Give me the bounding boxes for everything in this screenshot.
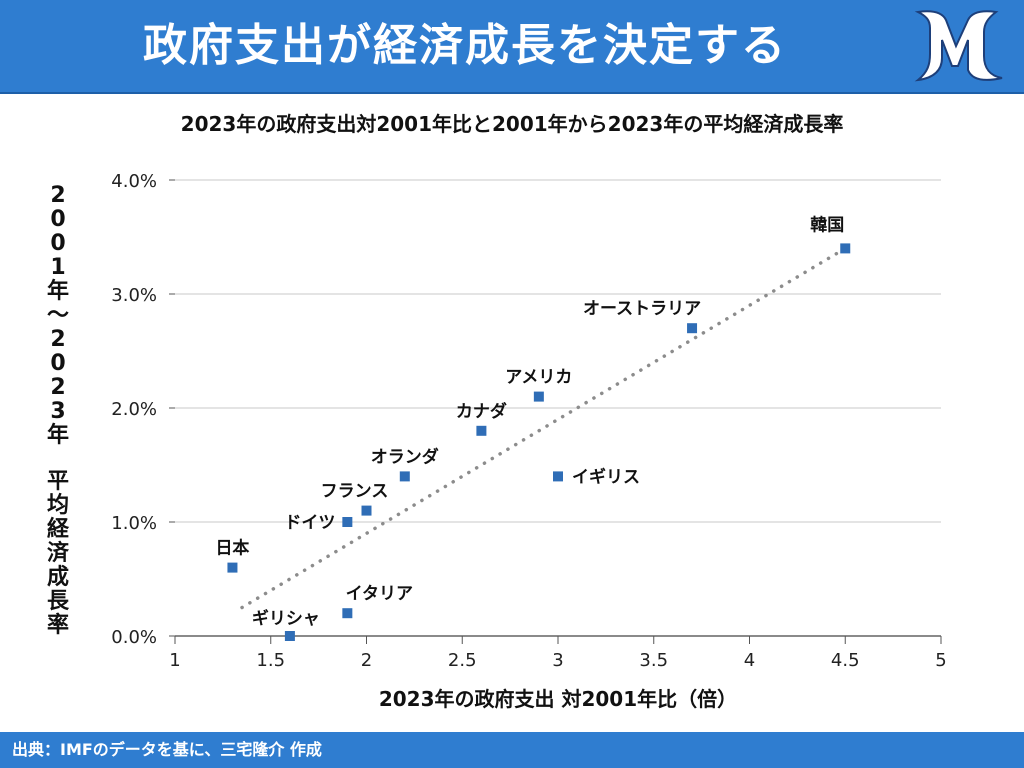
point-label: ギリシャ bbox=[252, 609, 320, 629]
point-label: ドイツ bbox=[284, 513, 335, 533]
trendline-dotted bbox=[240, 246, 847, 610]
chart-axes: 0.0% 1.0% 2.0% 3.0% 4.0% 1 1.5 2 2.5 3 3.5 4 4.5 5 bbox=[111, 171, 946, 671]
trendline bbox=[240, 246, 847, 610]
point-label: 日本 bbox=[215, 538, 249, 559]
y-axis-label-char: 2 bbox=[50, 183, 65, 208]
page-title: 政府支出が経済成長を決定する bbox=[143, 20, 787, 71]
point-label: オランダ bbox=[371, 446, 439, 467]
y-axis-label-char: 率 bbox=[47, 612, 69, 638]
point-label: 韓国 bbox=[810, 214, 844, 235]
y-axis-label-char: 0 bbox=[50, 207, 65, 232]
data-point bbox=[533, 391, 544, 402]
y-axis-label-char: ～ bbox=[47, 303, 69, 328]
y-tick-label: 3.0% bbox=[111, 285, 157, 306]
x-tick-label: 3.5 bbox=[639, 650, 668, 671]
y-axis-label-char: 0 bbox=[50, 231, 65, 256]
point-label: カナダ bbox=[456, 401, 507, 422]
chart-area: 2023年の政府支出対2001年比と2001年から2023年の平均経済成長率 0… bbox=[0, 94, 1024, 732]
y-axis-label-char: 0 bbox=[50, 351, 65, 376]
y-axis-label-char: 3 bbox=[50, 399, 65, 424]
data-point bbox=[553, 471, 563, 482]
y-axis-label-char: 済 bbox=[47, 540, 70, 566]
y-axis-label-char: 1 bbox=[50, 255, 65, 280]
data-point bbox=[342, 608, 353, 619]
source-note: 出典：IMFのデータを基に、三宅隆介 作成 bbox=[12, 740, 322, 759]
data-point bbox=[687, 323, 698, 334]
y-axis-label-char: 平 bbox=[47, 469, 69, 494]
chart-grid bbox=[175, 179, 941, 523]
y-axis-label-char: 均 bbox=[47, 492, 69, 518]
y-axis-label-char: 年 bbox=[47, 278, 69, 304]
x-tick-label: 4.5 bbox=[831, 650, 860, 671]
y-axis-label-char: 年 bbox=[47, 422, 69, 448]
data-point bbox=[399, 471, 410, 482]
x-tick-label: 2 bbox=[361, 650, 372, 671]
point-label: フランス bbox=[321, 482, 389, 502]
y-axis-label-char: 成 bbox=[47, 565, 69, 590]
y-axis-label-char: 2 bbox=[50, 327, 65, 352]
y-axis-label-char: 長 bbox=[47, 589, 70, 614]
point-label: イギリス bbox=[572, 467, 640, 487]
point-label: アメリカ bbox=[505, 368, 572, 388]
y-tick-label: 2.0% bbox=[111, 399, 157, 420]
y-tick-label: 4.0% bbox=[111, 171, 157, 192]
point-label: オーストラリア bbox=[583, 299, 701, 319]
x-tick-label: 5 bbox=[935, 650, 946, 671]
header-bar: 政府支出が経済成長を決定する bbox=[0, 0, 1024, 94]
x-tick-label: 1 bbox=[169, 650, 180, 671]
data-point bbox=[342, 517, 353, 527]
y-tick-label: 1.0% bbox=[111, 513, 157, 534]
data-point bbox=[476, 425, 487, 436]
x-axis-label: 2023年の政府支出 対2001年比（倍） bbox=[379, 687, 737, 711]
mr-logo-icon bbox=[914, 10, 1003, 82]
y-tick-label: 0.0% bbox=[111, 627, 157, 648]
data-point bbox=[361, 505, 372, 516]
y-axis-label-char: 経 bbox=[47, 516, 70, 542]
footer-bar: 出典：IMFのデータを基に、三宅隆介 作成 bbox=[0, 732, 1024, 768]
data-point bbox=[284, 631, 295, 641]
y-axis-label-char: 2 bbox=[50, 375, 65, 400]
point-label: イタリア bbox=[346, 584, 413, 604]
data-point bbox=[840, 243, 851, 254]
x-tick-label: 3 bbox=[552, 650, 563, 671]
scatter-chart: 2023年の政府支出対2001年比と2001年から2023年の平均経済成長率 0… bbox=[47, 112, 947, 711]
x-tick-label: 4 bbox=[744, 650, 755, 671]
x-tick-label: 1.5 bbox=[256, 650, 285, 671]
chart-title: 2023年の政府支出対2001年比と2001年から2023年の平均経済成長率 bbox=[181, 112, 844, 136]
data-point bbox=[227, 562, 238, 573]
x-tick-label: 2.5 bbox=[448, 650, 477, 671]
